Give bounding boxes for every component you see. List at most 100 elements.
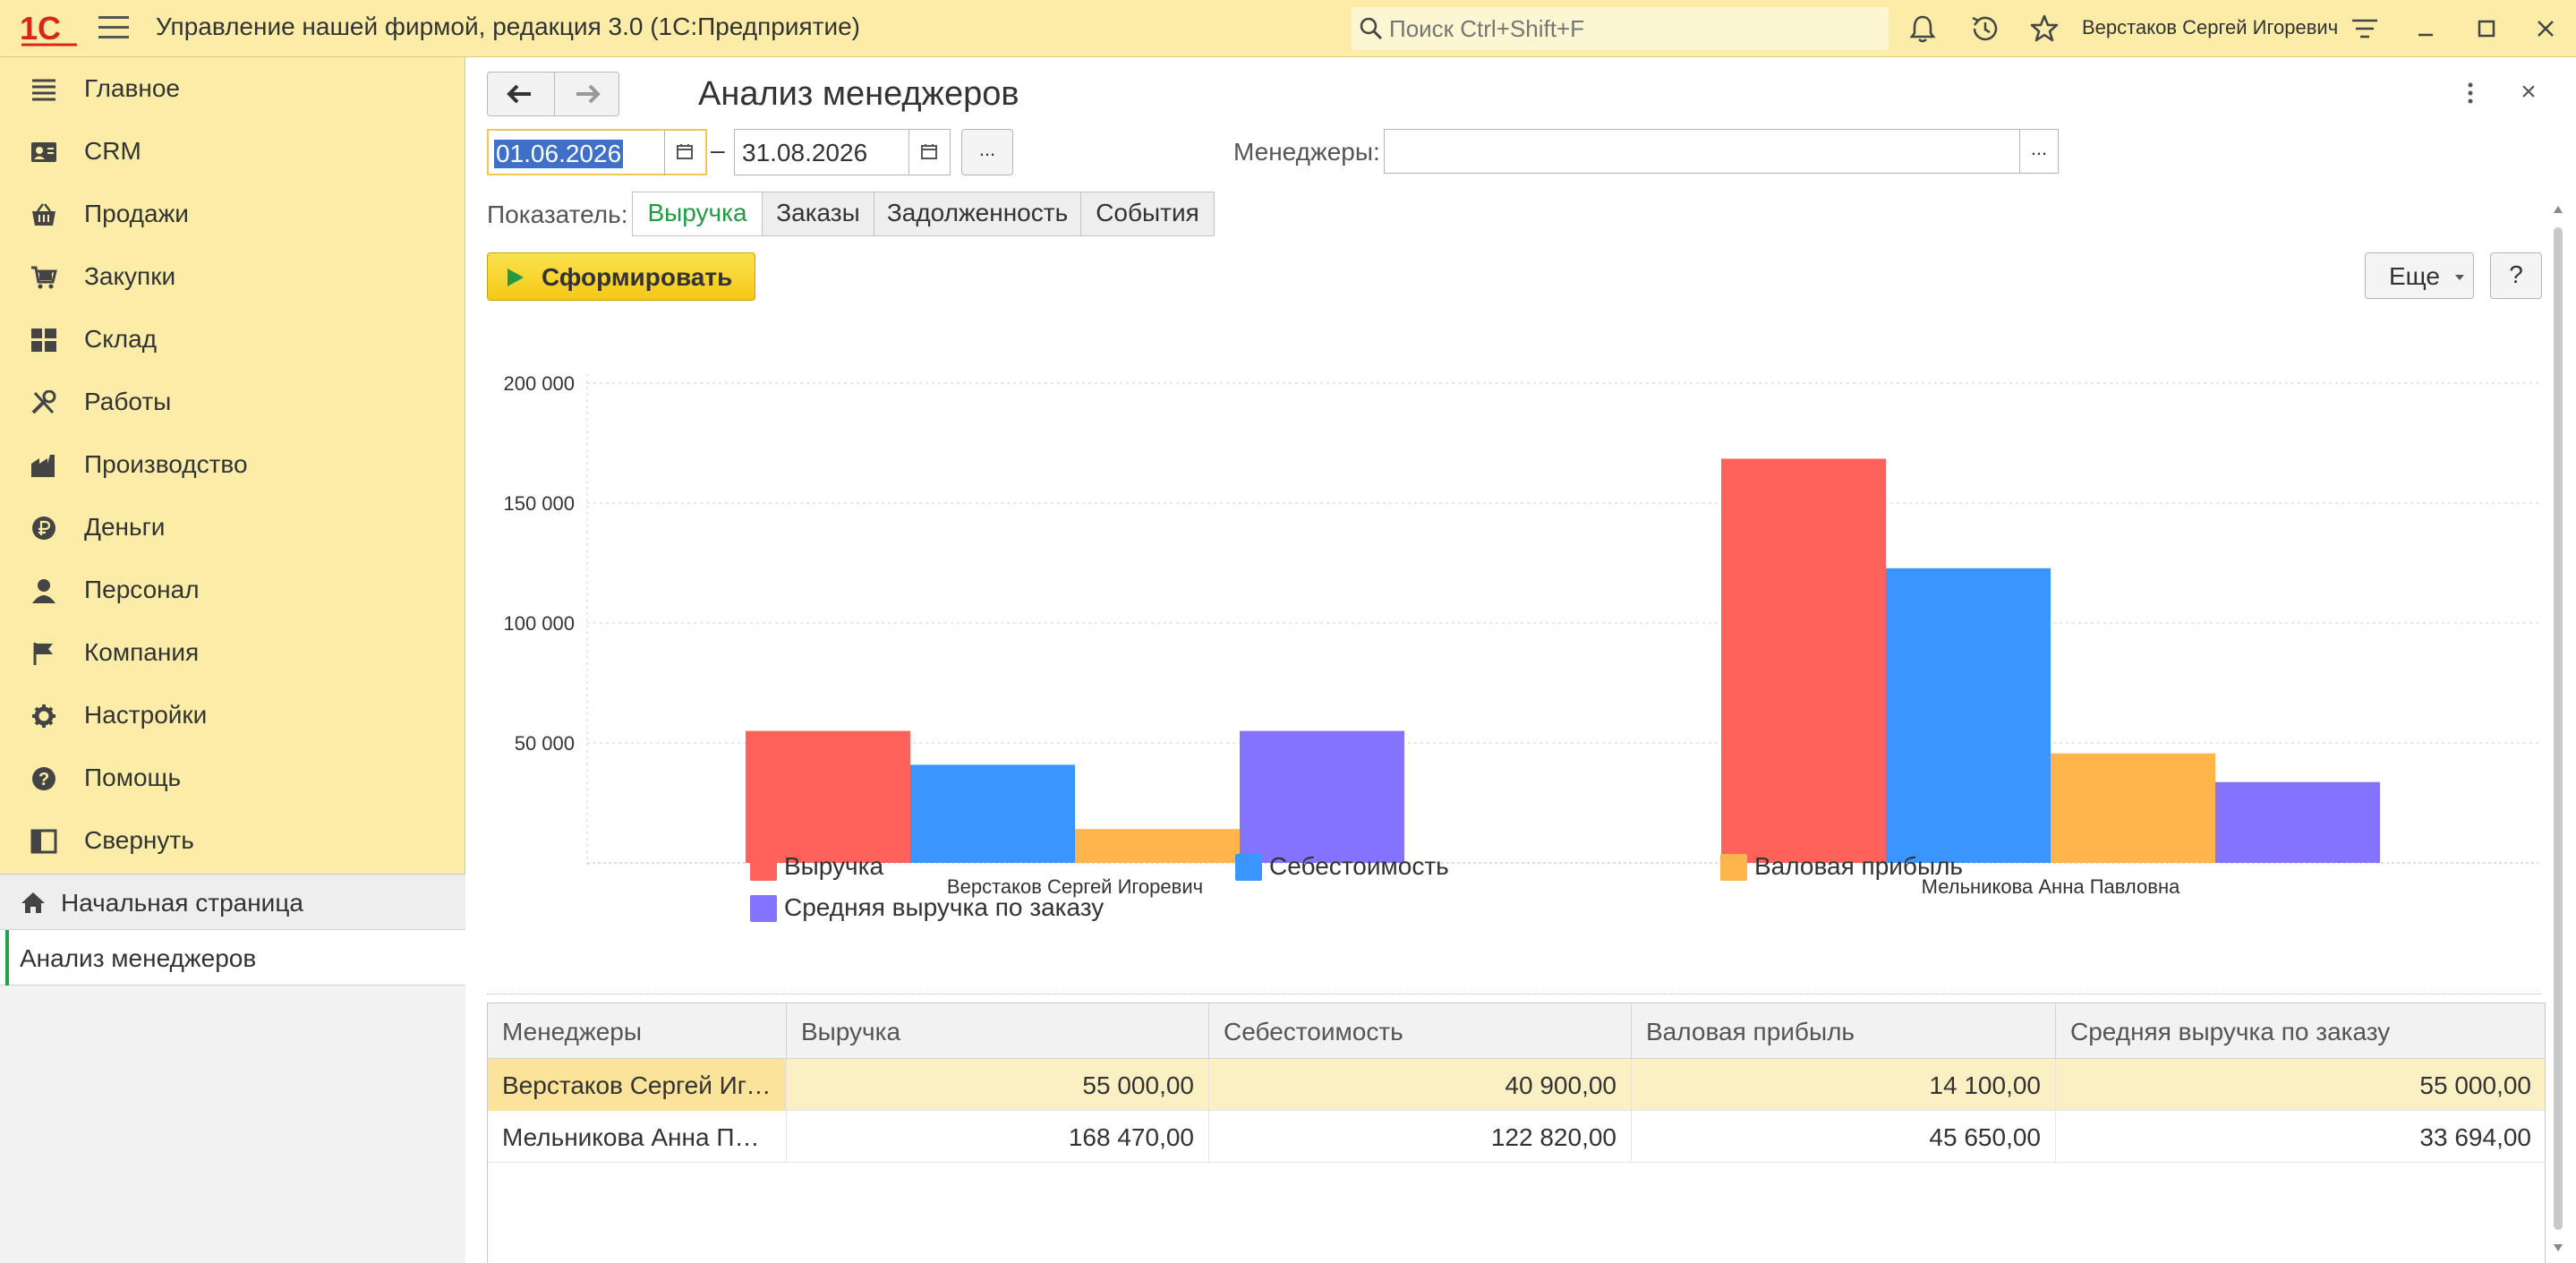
back-button[interactable] — [488, 73, 553, 115]
legend-swatch — [750, 895, 777, 922]
cell-avg-order: 33 694,00 — [2056, 1111, 2545, 1163]
section-label: Компания — [84, 638, 200, 666]
date-from-field[interactable]: 01.06.2026 — [487, 129, 707, 175]
section-company[interactable]: Компания — [0, 621, 465, 684]
chevron-down-icon — [2455, 275, 2464, 280]
tab-events[interactable]: События — [1080, 192, 1215, 236]
main-menu-icon[interactable] — [98, 16, 129, 41]
cell-revenue: 55 000,00 — [787, 1059, 1209, 1111]
period-dash: – — [711, 136, 725, 164]
legend-swatch — [1720, 854, 1747, 881]
table-header: Менеджеры Выручка Себестоимость Валовая … — [488, 1003, 2545, 1059]
section-main[interactable]: Главное — [0, 57, 465, 120]
maximize-icon[interactable] — [2470, 13, 2503, 45]
cell-cost: 40 900,00 — [1209, 1059, 1632, 1111]
column-header-revenue[interactable]: Выручка — [787, 1003, 1209, 1059]
1c-logo-icon[interactable]: 1C — [18, 5, 82, 52]
title-bar: 1C Управление нашей фирмой, редакция 3.0… — [0, 0, 2576, 57]
open-window-home[interactable]: Начальная страница — [0, 875, 465, 930]
section-label: Помощь — [84, 764, 182, 791]
section-settings[interactable]: Настройки — [0, 684, 465, 747]
tab-orders[interactable]: Заказы — [762, 192, 874, 236]
column-header-managers[interactable]: Менеджеры — [488, 1003, 787, 1059]
generate-label: Сформировать — [542, 263, 733, 291]
active-indicator — [5, 930, 9, 986]
section-label: Склад — [84, 325, 158, 353]
x-category-label: Мельникова Анна Павловна — [1922, 875, 2180, 898]
period-select-button[interactable]: ... — [961, 129, 1013, 175]
section-label: Производство — [84, 450, 248, 478]
scroll-thumb[interactable] — [2554, 227, 2563, 1230]
settings-menu-icon[interactable] — [2349, 13, 2381, 45]
section-money[interactable]: Деньги — [0, 496, 465, 559]
legend-label: Себестоимость — [1269, 852, 1449, 880]
section-label: Главное — [84, 74, 180, 102]
svg-text:?: ? — [38, 770, 49, 789]
more-button[interactable]: Еще — [2365, 252, 2474, 299]
cell-gross-profit: 14 100,00 — [1632, 1059, 2056, 1111]
indicator-label: Показатель: — [487, 201, 628, 228]
section-label: CRM — [84, 137, 141, 165]
y-tick-label: 100 000 — [503, 612, 575, 635]
minimize-icon[interactable] — [2410, 13, 2442, 45]
section-purchases[interactable]: Закупки — [0, 245, 465, 308]
section-personnel[interactable]: Персонал — [0, 559, 465, 621]
forward-button[interactable] — [554, 73, 619, 115]
collapse-panel-icon — [30, 829, 57, 854]
open-window-current[interactable]: Анализ менеджеров — [0, 930, 465, 986]
cell-manager: Мельникова Анна Павловна — [488, 1111, 787, 1163]
svg-text:1C: 1C — [20, 10, 61, 47]
close-form-icon[interactable]: × — [2521, 77, 2537, 107]
global-search[interactable] — [1352, 7, 1889, 50]
tab-debt[interactable]: Задолженность — [874, 192, 1081, 236]
bell-icon[interactable] — [1906, 13, 1939, 45]
chart-bar — [1721, 458, 1886, 863]
search-input[interactable] — [1389, 7, 1872, 50]
more-options-icon[interactable] — [2461, 81, 2479, 106]
column-header-cost[interactable]: Себестоимость — [1209, 1003, 1632, 1059]
form-scrollbar[interactable] — [2551, 201, 2565, 1257]
page-title: Анализ менеджеров — [698, 75, 1019, 113]
section-warehouse[interactable]: Склад — [0, 308, 465, 371]
generate-button[interactable]: Сформировать — [487, 252, 755, 301]
legend-label: Валовая прибыль — [1754, 852, 1964, 880]
table-row[interactable]: Мельникова Анна Павловна 168 470,00 122 … — [488, 1111, 2545, 1163]
section-crm[interactable]: CRM — [0, 120, 465, 183]
report-form: Анализ менеджеров × 01.06.2026 – 31.08.2… — [465, 57, 2576, 1263]
section-production[interactable]: Производство — [0, 433, 465, 496]
section-sales[interactable]: Продажи — [0, 183, 465, 245]
star-icon[interactable] — [2028, 13, 2060, 45]
tab-revenue[interactable]: Выручка — [632, 192, 763, 236]
scroll-down-icon[interactable] — [2554, 1244, 2563, 1251]
gear-icon — [32, 704, 55, 728]
managers-select-button[interactable]: ... — [2019, 129, 2059, 174]
managers-input[interactable] — [1384, 129, 2021, 174]
section-works[interactable]: Работы — [0, 371, 465, 433]
help-button[interactable]: ? — [2490, 252, 2542, 299]
cell-cost: 122 820,00 — [1209, 1111, 1632, 1163]
chart-bar — [2215, 781, 2380, 863]
close-window-icon[interactable] — [2529, 13, 2562, 45]
section-help[interactable]: ? Помощь — [0, 747, 465, 809]
chart-bar — [1240, 730, 1404, 863]
x-category-label: Верстаков Сергей Игоревич — [947, 875, 1203, 898]
column-header-avg-order[interactable]: Средняя выручка по заказу — [2056, 1003, 2545, 1059]
section-collapse[interactable]: Свернуть — [0, 809, 465, 872]
table-row[interactable]: Верстаков Сергей Игоревич 55 000,00 40 9… — [488, 1059, 2545, 1111]
managers-table: Менеджеры Выручка Себестоимость Валовая … — [487, 1003, 2546, 1263]
history-nav — [487, 72, 619, 116]
tools-icon — [31, 390, 56, 414]
current-user[interactable]: Верстаков Сергей Игоревич — [2082, 16, 2339, 38]
question-circle-icon: ? — [32, 767, 55, 790]
date-to-field[interactable]: 31.08.2026 — [734, 129, 951, 175]
bar-chart: 200 000 150 000 100 000 50 000 Верстаков Сер… — [503, 372, 2538, 898]
date-to-value: 31.08.2026 — [742, 139, 868, 166]
date-from-calendar-button[interactable] — [664, 131, 705, 175]
date-to-calendar-button[interactable] — [908, 130, 950, 175]
scroll-up-icon[interactable] — [2554, 206, 2563, 213]
section-label: Закупки — [84, 262, 176, 290]
menu-lines-icon — [32, 79, 55, 101]
managers-chart: 200 000 150 000 100 000 50 000 Верстаков Сер… — [487, 308, 2546, 1006]
column-header-gross-profit[interactable]: Валовая прибыль — [1632, 1003, 2056, 1059]
history-icon[interactable] — [1969, 13, 2001, 45]
